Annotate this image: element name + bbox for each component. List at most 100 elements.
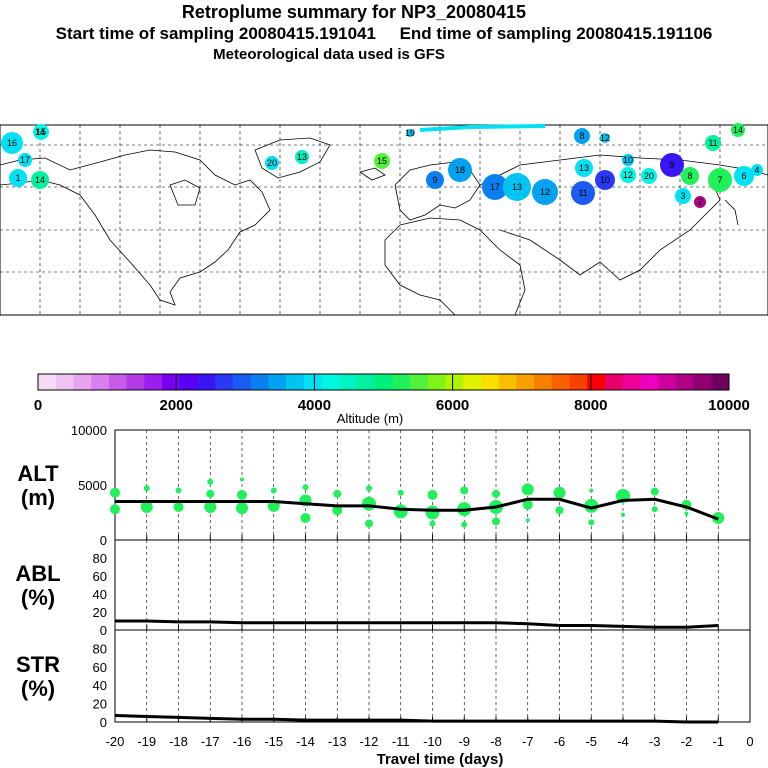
japan-coast <box>724 199 739 226</box>
altitude-colorbar: 0 2000 4000 6000 8000 10000 <box>34 373 750 414</box>
colorbar-swatch <box>339 374 358 390</box>
alt-scatter-point <box>175 487 182 494</box>
colorbar-swatch <box>91 374 110 390</box>
colorbar-tick-label: 6000 <box>436 397 469 414</box>
x-tick-label: -14 <box>296 734 315 749</box>
plume-day-label: 15 <box>377 156 387 166</box>
colorbar-swatch <box>286 374 305 390</box>
series-line-abl <box>115 619 719 629</box>
x-tick-label: -5 <box>585 734 597 749</box>
colorbar-swatch <box>587 374 606 390</box>
plume-marker <box>532 179 558 205</box>
colorbar-tick-label: 8000 <box>574 397 607 414</box>
colorbar-swatch <box>534 374 553 390</box>
alt-scatter-point <box>429 520 436 527</box>
alt-scatter-point <box>110 504 120 515</box>
colorbar-swatch <box>179 374 198 390</box>
plume-day-label: 19 <box>405 128 415 138</box>
plume-marker <box>448 158 472 182</box>
plume-day-label: 8 <box>687 171 692 181</box>
alt-scatter-point <box>425 505 440 520</box>
plume-day-label: 9 <box>669 160 674 170</box>
plume-day-label: 10 <box>623 155 633 165</box>
alt-scatter-point <box>237 489 247 500</box>
colorbar-swatch <box>498 374 517 390</box>
plume-day-label: 7 <box>717 175 722 185</box>
plume-marker <box>374 153 390 169</box>
plume-marker <box>731 123 745 137</box>
y-tick-label: 80 <box>93 641 107 656</box>
colorbar-swatch <box>321 374 340 390</box>
y-tick-label: 20 <box>93 697 107 712</box>
colorbar-swatch <box>711 374 730 390</box>
x-tick-label: -7 <box>522 734 534 749</box>
colorbar-swatch <box>250 374 269 390</box>
greenland-coast <box>254 137 331 179</box>
colorbar-swatch <box>108 374 128 390</box>
x-tick-label: -16 <box>233 734 252 749</box>
plume-marker <box>9 169 27 187</box>
x-tick-label: -4 <box>617 734 629 749</box>
colorbar-swatch <box>445 374 464 390</box>
alt-scatter-point <box>270 487 277 494</box>
panel-alt: 10000 5000 0 ALT(m) <box>17 423 751 548</box>
plume-day-label: 14 <box>35 175 45 185</box>
colorbar-swatch <box>463 374 482 390</box>
plume-day-label: 10 <box>600 175 610 185</box>
colorbar-swatch <box>551 374 571 390</box>
plume-day-label: 13 <box>512 182 522 192</box>
x-tick-label: -20 <box>106 734 125 749</box>
x-axis-label: Travel time (days) <box>377 751 504 768</box>
colorbar-swatch <box>144 374 163 390</box>
plume-marker <box>751 164 763 176</box>
chart-title: Retroplume summary for NP3_20080415 <box>181 2 527 22</box>
alt-scatter-point <box>584 498 599 513</box>
alt-scatter-point <box>461 521 468 528</box>
y-tick-label: 20 <box>93 605 107 620</box>
plume-day-label: 2 <box>697 197 702 207</box>
colorbar-swatch <box>569 374 588 390</box>
colorbar-swatch <box>215 374 234 390</box>
plume-marker <box>595 170 615 190</box>
alt-scatter-point <box>366 485 372 492</box>
colorbar-swatch <box>693 374 712 390</box>
series-line-alt <box>115 497 719 521</box>
colorbar-swatch <box>640 374 659 390</box>
time-series-panels: 1000050000ALT(m)806040200ABL(%)806040200… <box>15 423 753 749</box>
plume-day-label: 18 <box>455 165 465 175</box>
sampling-times: Start time of sampling 20080415.191041 E… <box>55 24 713 43</box>
plume-day-label: 1 <box>15 173 20 183</box>
plume-marker <box>734 166 754 186</box>
x-tick-label: -11 <box>392 734 410 749</box>
x-tick-label: -2 <box>681 734 693 749</box>
plume-marker <box>295 150 309 164</box>
plume-day-label: 12 <box>600 133 610 143</box>
plume-marker <box>574 128 590 144</box>
x-tick-label: -10 <box>423 734 442 749</box>
colorbar-tick-label: 10000 <box>708 397 750 414</box>
alt-scatter-point <box>204 501 217 513</box>
plume-marker <box>426 171 444 189</box>
panel-ylabel-unit: (%) <box>21 676 55 701</box>
colorbar-swatch <box>126 374 145 390</box>
plume-day-label: 4 <box>754 165 759 175</box>
plume-day-label: 14 <box>35 127 45 137</box>
colorbar-tick-label: 0 <box>34 397 42 414</box>
plume-marker <box>575 159 593 177</box>
x-tick-label: -18 <box>169 734 188 749</box>
y-tick-label: 0 <box>100 533 107 548</box>
panel-ylabel: STR <box>16 652 60 677</box>
x-tick-label: 0 <box>746 734 753 749</box>
plume-marker <box>600 133 610 143</box>
x-tick-label: -19 <box>137 734 156 749</box>
alt-scatter-point <box>650 487 659 496</box>
alt-scatter-point <box>589 488 594 493</box>
alt-scatter-point <box>173 502 184 512</box>
alt-scatter-point <box>302 484 309 491</box>
plume-day-label: 3 <box>680 191 685 201</box>
alt-scatter-point <box>207 478 214 485</box>
colorbar-swatch <box>658 374 677 390</box>
colorbar-swatch <box>516 374 535 390</box>
